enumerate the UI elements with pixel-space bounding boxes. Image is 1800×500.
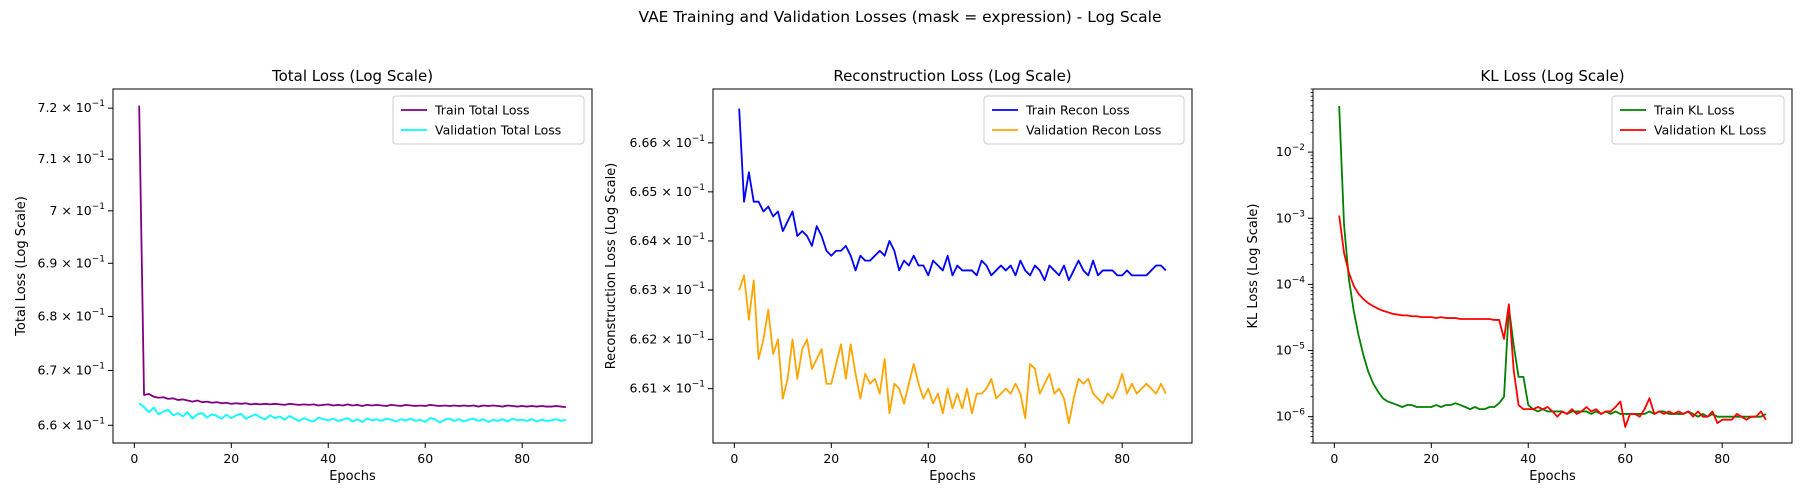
y-axis-label: KL Loss (Log Scale) <box>1246 203 1261 328</box>
series-line-2 <box>738 274 1167 425</box>
x-tick-label: 60 <box>417 451 433 466</box>
y-tick-label: 6.62 × 10−1 <box>630 330 705 346</box>
y-tick-label: 6.66 × 10−1 <box>630 134 705 150</box>
legend-label: Validation KL Loss <box>1654 123 1766 138</box>
axes-frame <box>712 88 1193 444</box>
x-tick-label: 0 <box>1330 451 1338 466</box>
y-axis-label: Total Loss (Log Scale) <box>14 196 29 337</box>
legend-label: Validation Total Loss <box>435 123 561 138</box>
y-tick-label: 10−3 <box>1276 209 1305 225</box>
axes-frame <box>112 88 593 444</box>
y-tick-label: 10−2 <box>1276 143 1305 159</box>
x-tick-label: 40 <box>320 451 336 466</box>
x-tick-label: 20 <box>1423 451 1439 466</box>
y-tick-label: 7 × 10−1 <box>49 202 105 218</box>
legend-box <box>392 95 585 145</box>
chart-panels: 0 20 40 60 80 6.6 × 10−1 6.7 × 10−1 6.8 × 10−1 6… <box>14 67 1793 484</box>
legend-label: Train KL Loss <box>1653 103 1735 118</box>
chart-title: Total Loss (Log Scale) <box>271 67 433 85</box>
x-tick-label: 0 <box>130 451 138 466</box>
legend: Train KL Loss Validation KL Loss <box>1611 95 1785 145</box>
legend-label: Train Total Loss <box>434 103 530 118</box>
x-tick-label: 80 <box>1714 451 1730 466</box>
series-line-1 <box>138 105 566 409</box>
legend: Train Total Loss Validation Total Loss <box>392 95 585 145</box>
legend: Train Recon Loss Validation Recon Loss <box>983 95 1185 145</box>
y-tick-label: 6.9 × 10−1 <box>38 254 106 270</box>
y-axis-label: Reconstruction Loss (Log Scale) <box>604 163 619 370</box>
y-tick-label: 6.7 × 10−1 <box>38 361 106 377</box>
x-axis-label: Epochs <box>1529 469 1576 484</box>
y-tick-label: 6.65 × 10−1 <box>630 183 705 199</box>
x-axis-label: Epochs <box>329 469 376 484</box>
x-tick-label: 40 <box>920 451 936 466</box>
x-tick-label: 80 <box>514 451 530 466</box>
legend-label: Train Recon Loss <box>1025 103 1130 118</box>
chart-panel-2: 0 20 40 60 80 6.61 × 10−1 6.62 × 10−1 6.63 × 10… <box>604 67 1193 484</box>
chart-title: Reconstruction Loss (Log Scale) <box>833 67 1071 85</box>
y-tick-label: 6.8 × 10−1 <box>38 307 106 323</box>
axes-frame <box>1312 88 1793 444</box>
series-line-1 <box>738 108 1167 282</box>
x-tick-label: 20 <box>823 451 839 466</box>
y-tick-label: 10−4 <box>1276 275 1305 291</box>
chart-panel-3: 0 20 40 60 80 10−6 10−5 10−4 10−3 10−2 KL Loss (Lo… <box>1246 67 1793 484</box>
x-tick-label: 40 <box>1520 451 1536 466</box>
x-tick-label: 0 <box>730 451 738 466</box>
figure-suptitle: VAE Training and Validation Losses (mask… <box>638 8 1161 26</box>
legend-box <box>983 95 1185 145</box>
series-line-2 <box>138 402 567 424</box>
x-axis-label: Epochs <box>929 469 976 484</box>
series-line-2 <box>1338 215 1767 428</box>
x-tick-label: 80 <box>1114 451 1130 466</box>
y-tick-label: 7.1 × 10−1 <box>38 150 106 166</box>
chart-title: KL Loss (Log Scale) <box>1480 67 1624 85</box>
y-tick-label: 7.2 × 10−1 <box>38 99 106 115</box>
y-tick-label: 10−5 <box>1276 342 1305 358</box>
legend-box <box>1611 95 1785 145</box>
y-tick-label: 6.63 × 10−1 <box>630 281 705 297</box>
y-tick-label: 10−6 <box>1276 408 1305 424</box>
y-tick-label: 6.61 × 10−1 <box>630 380 705 396</box>
y-tick-label: 6.64 × 10−1 <box>630 232 705 248</box>
y-tick-label: 6.6 × 10−1 <box>38 416 106 432</box>
x-tick-label: 60 <box>1617 451 1633 466</box>
x-tick-label: 60 <box>1017 451 1033 466</box>
x-tick-label: 20 <box>223 451 239 466</box>
chart-panel-1: 0 20 40 60 80 6.6 × 10−1 6.7 × 10−1 6.8 × 10−1 6… <box>14 67 593 484</box>
legend-label: Validation Recon Loss <box>1026 123 1161 138</box>
